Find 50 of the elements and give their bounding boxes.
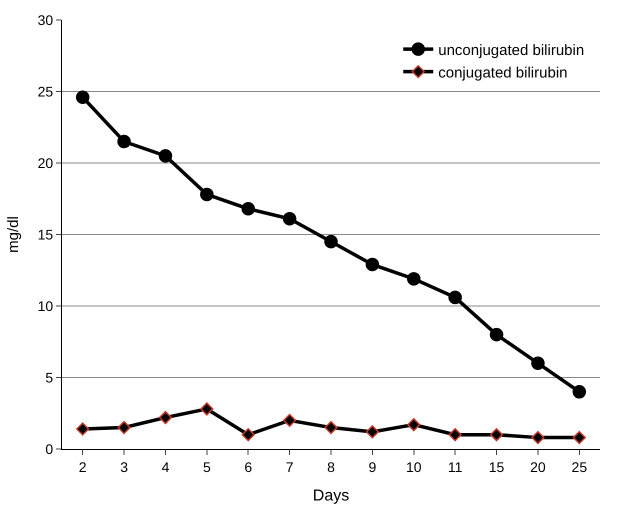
point <box>572 430 586 444</box>
x-tick-label: 11 <box>448 458 463 475</box>
point <box>448 428 462 442</box>
x-tick-label: 3 <box>120 458 128 475</box>
y-tick-label: 10 <box>38 298 54 314</box>
point <box>242 428 255 442</box>
y-tick-label: 15 <box>38 226 54 242</box>
x-axis-title: Days <box>312 488 350 504</box>
legend-label: unconjugated bilirubin <box>438 42 584 59</box>
x-tick-label: 7 <box>286 458 294 475</box>
point <box>158 149 172 163</box>
point <box>158 410 172 424</box>
point <box>407 418 420 432</box>
point <box>490 428 504 442</box>
x-tick-label: 2 <box>78 458 87 475</box>
point <box>366 258 380 272</box>
x-tick-label: 20 <box>530 458 546 475</box>
point <box>448 290 462 304</box>
point <box>531 356 545 370</box>
point <box>282 212 296 226</box>
point <box>200 188 214 202</box>
point <box>324 420 338 434</box>
point <box>76 90 90 104</box>
point <box>531 430 545 444</box>
y-tick-label: 5 <box>45 369 54 386</box>
x-tick-label: 15 <box>488 458 505 475</box>
point <box>490 328 504 342</box>
x-tick-label: 25 <box>572 458 588 475</box>
point <box>117 420 131 434</box>
x-tick-label: 5 <box>202 458 211 475</box>
legend-label: conjugated bilirubin <box>438 64 568 82</box>
y-tick-label: 20 <box>38 154 54 171</box>
point <box>407 272 421 286</box>
y-tick-label: 30 <box>38 12 54 28</box>
point <box>76 422 90 436</box>
x-tick-label: 9 <box>368 458 376 475</box>
point <box>117 134 131 148</box>
x-tick-label: 10 <box>406 458 422 475</box>
point <box>572 385 586 399</box>
x-tick-label: 6 <box>244 458 252 475</box>
y-tick-label: 0 <box>45 440 54 457</box>
x-tick-label: 8 <box>327 458 336 475</box>
point <box>283 414 296 427</box>
x-tick-label: 4 <box>162 458 170 475</box>
point <box>324 234 338 248</box>
point <box>200 402 214 416</box>
point <box>241 202 255 216</box>
point <box>366 425 379 438</box>
y-axis-title: mg/dl <box>4 216 22 253</box>
y-tick-label: 25 <box>38 83 54 100</box>
